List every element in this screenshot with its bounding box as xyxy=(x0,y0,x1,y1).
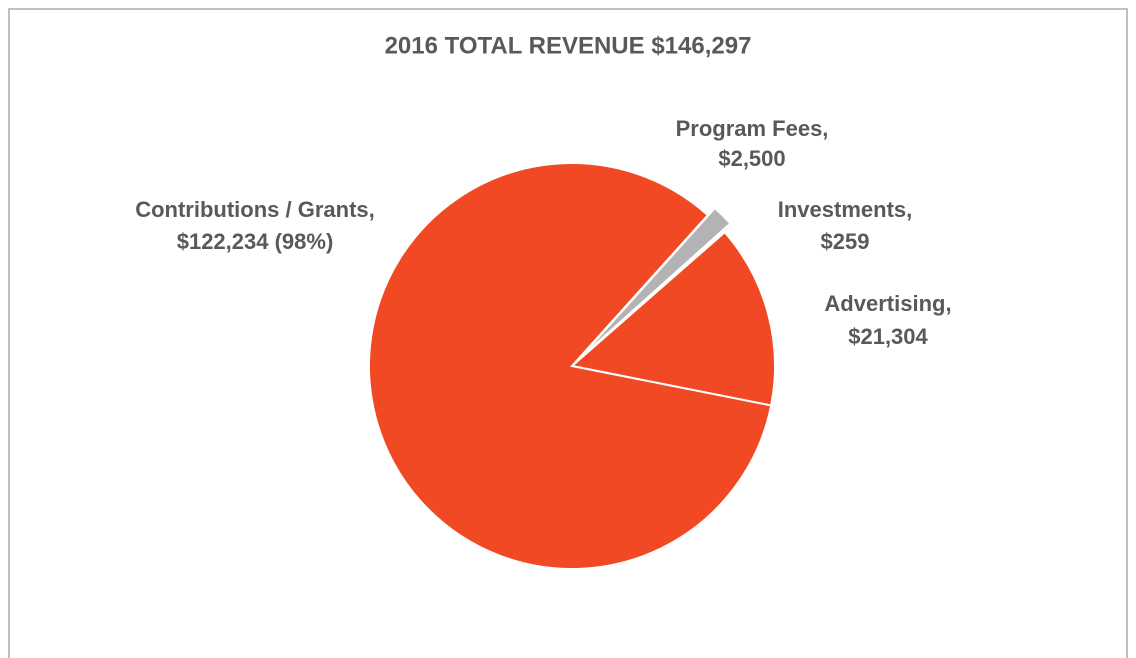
slice-label: Contributions / Grants, xyxy=(135,197,375,222)
slice-label: Advertising, xyxy=(824,291,951,316)
slice-value-label: $21,304 xyxy=(848,324,928,349)
slice-label: Investments, xyxy=(778,197,913,222)
pie-slice xyxy=(368,162,773,570)
chart-title: 2016 TOTAL REVENUE $146,297 xyxy=(385,32,752,59)
slice-value-label: $2,500 xyxy=(718,146,785,171)
slice-value-label: $122,234 (98%) xyxy=(177,229,334,254)
pie-slice xyxy=(569,230,776,407)
slice-value-label: $259 xyxy=(821,229,870,254)
slice-label: Program Fees, xyxy=(676,116,829,141)
